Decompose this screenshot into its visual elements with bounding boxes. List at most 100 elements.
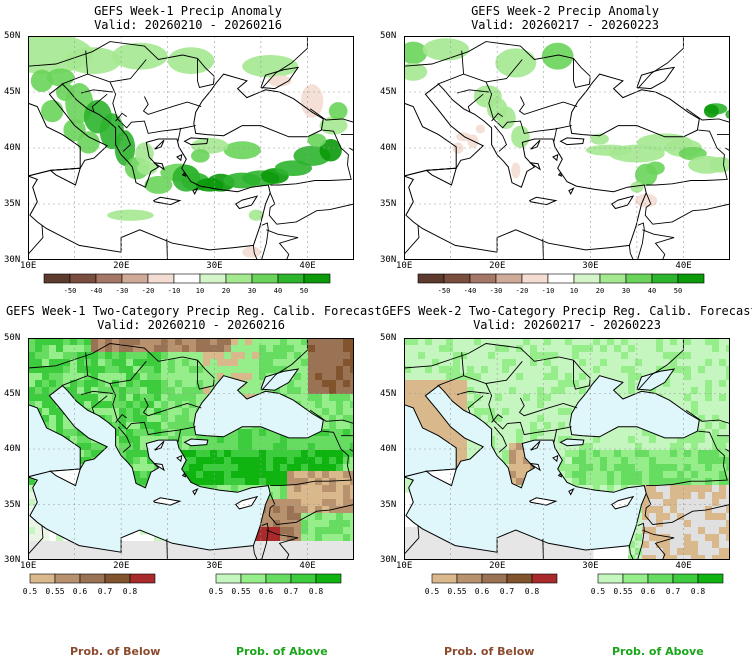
anomaly-shade <box>167 47 215 75</box>
anomaly-shade <box>144 176 173 194</box>
colorbar-tick-label: 0.7 <box>284 587 299 596</box>
lon-label: 30E <box>206 261 223 271</box>
colorbar-tick-label: 0.8 <box>123 587 138 596</box>
panel1-title: GEFS Week-1 Precip Anomaly <box>94 4 282 18</box>
panel3-title: GEFS Week-1 Two-Category Precip Reg. Cal… <box>6 304 382 318</box>
colorbar-swatch <box>43 273 71 284</box>
colorbar-swatch <box>240 573 267 584</box>
colorbar-tick-label: 50 <box>300 287 308 295</box>
colorbar-tick-label: 30 <box>248 287 256 295</box>
lon-label: 10E <box>20 261 37 271</box>
anomaly-shade <box>319 139 342 162</box>
colorbar-tick-label: -40 <box>90 287 103 295</box>
panel2-valid: Valid: 20260217 - 20260223 <box>471 18 659 32</box>
colorbar-swatch <box>277 273 305 284</box>
colorbar-swatch <box>431 573 458 584</box>
lon-label: 10E <box>20 561 37 571</box>
colorbar-tick-label: 0.5 <box>23 587 38 596</box>
colorbar-swatch <box>147 273 175 284</box>
colorbar-tick-label: -50 <box>438 287 451 295</box>
colorbar-tick-label: 40 <box>274 287 282 295</box>
colorbar-swatch <box>79 573 106 584</box>
colorbar-swatch <box>173 273 201 284</box>
colorbar-tick-label: -10 <box>168 287 181 295</box>
lat-label: 35N <box>4 499 21 510</box>
lat-label: 30N <box>380 255 397 265</box>
lat-label: 30N <box>4 255 21 265</box>
lat-label: 35N <box>380 499 397 510</box>
colorbar-swatch <box>225 273 253 284</box>
lat-label: 50N <box>4 333 21 343</box>
anomaly-shade <box>135 142 154 165</box>
lat-label: 35N <box>380 199 397 209</box>
lat-label: 40N <box>380 444 397 454</box>
anomaly-shade <box>191 149 210 163</box>
map-p4 <box>404 338 730 560</box>
colorbar-swatch <box>199 273 227 284</box>
lat-label: 35N <box>4 199 21 209</box>
colorbar-swatch <box>443 273 471 284</box>
lat-label: 45N <box>4 87 21 97</box>
colorbar-swatch <box>95 273 123 284</box>
colorbar-tick-label: -10 <box>542 287 555 295</box>
lon-label: 40E <box>675 561 692 571</box>
colorbar-swatch <box>417 273 445 284</box>
anomaly-shade <box>703 104 719 118</box>
anomaly-shade <box>511 162 521 179</box>
colorbar-swatch <box>104 573 131 584</box>
lat-label: 45N <box>380 87 397 97</box>
anomaly-shade <box>725 109 730 119</box>
lat-label: 40N <box>4 444 21 454</box>
lon-label: 30E <box>582 561 599 571</box>
anomaly-shade <box>511 125 530 148</box>
anomaly-shade <box>242 55 299 78</box>
lon-label: 20E <box>489 261 506 271</box>
colorbar-swatch <box>622 573 649 584</box>
colorbar-tick-label: -30 <box>490 287 503 295</box>
anomaly-shade <box>107 209 154 221</box>
colorbar-tick-label: 0.8 <box>525 587 540 596</box>
colorbar-swatch <box>697 573 724 584</box>
lon-label: 40E <box>299 561 316 571</box>
colorbar-tick-label: -20 <box>142 287 155 295</box>
anomaly-colorbar-left: -50 -40 -30 -20 -10 10 20 30 40 50 <box>43 273 331 295</box>
anomaly-shade <box>46 68 75 87</box>
colorbar-swatch <box>647 573 674 584</box>
colorbar-swatch <box>495 273 523 284</box>
above-colorbar-left: 0.5 0.55 0.6 0.7 0.8 <box>209 573 342 596</box>
colorbar-tick-label: 40 <box>648 287 656 295</box>
anomaly-shade <box>497 106 516 129</box>
prob-above-label-right: Prob. of Above <box>612 645 704 658</box>
lat-label: 45N <box>4 388 21 399</box>
lon-label: 10E <box>396 561 413 571</box>
anomaly-shade <box>300 84 324 118</box>
anomaly-shade <box>248 209 264 221</box>
above-colorbar-right: 0.5 0.55 0.6 0.7 0.8 <box>591 573 724 596</box>
anomaly-shade <box>65 47 122 75</box>
colorbar-swatch <box>481 573 508 584</box>
anomaly-shade <box>307 133 327 147</box>
map-p3 <box>28 338 354 560</box>
lat-label: 30N <box>4 555 21 565</box>
colorbar-swatch <box>506 573 533 584</box>
colorbar-swatch <box>456 573 483 584</box>
colorbar-swatch <box>69 273 97 284</box>
colorbar-swatch <box>677 273 705 284</box>
colorbar-tick-label: 0.7 <box>666 587 681 596</box>
colorbar-tick-label: -30 <box>116 287 129 295</box>
lat-label: 45N <box>380 388 397 399</box>
anomaly-colorbar-right: -50 -40 -30 -20 -10 10 20 30 40 50 <box>417 273 705 295</box>
lon-label: 20E <box>113 561 130 571</box>
colorbar-tick-label: 10 <box>196 287 204 295</box>
colorbar-tick-label: 0.8 <box>691 587 706 596</box>
colorbar-tick-label: 0.6 <box>641 587 656 596</box>
colorbar-swatch <box>215 573 242 584</box>
colorbar-tick-label: 0.7 <box>98 587 113 596</box>
lat-label: 50N <box>380 31 397 41</box>
below-colorbar-left: 0.5 0.55 0.6 0.7 0.8 <box>23 573 156 596</box>
panel4-valid: Valid: 20260217 - 20260223 <box>473 318 661 332</box>
colorbar-swatch <box>547 273 575 284</box>
anomaly-shade <box>136 161 158 175</box>
anomaly-shade <box>404 62 428 81</box>
colorbar-swatch <box>54 573 81 584</box>
